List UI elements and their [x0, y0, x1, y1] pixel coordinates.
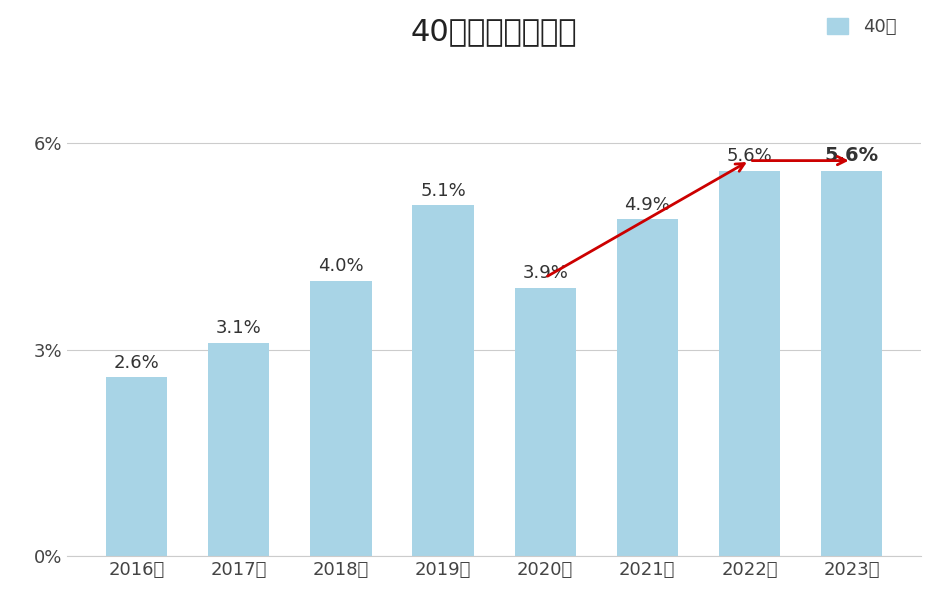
- Text: 5.6%: 5.6%: [726, 147, 772, 165]
- Bar: [617, 219, 678, 556]
- Text: 3.9%: 3.9%: [522, 264, 568, 282]
- Bar: [821, 171, 883, 556]
- Bar: [208, 343, 270, 556]
- Text: 4.9%: 4.9%: [624, 195, 670, 214]
- Text: 3.1%: 3.1%: [216, 320, 262, 337]
- Text: 4.0%: 4.0%: [318, 257, 364, 276]
- Bar: [413, 206, 474, 556]
- Bar: [310, 281, 372, 556]
- Title: 40代の転職率推移: 40代の転職率推移: [411, 17, 578, 46]
- Text: 2.6%: 2.6%: [114, 354, 159, 372]
- Legend: 40代: 40代: [819, 11, 903, 43]
- Bar: [719, 171, 780, 556]
- Text: 5.1%: 5.1%: [420, 182, 466, 200]
- Bar: [515, 288, 576, 556]
- Bar: [106, 377, 168, 556]
- Text: 5.6%: 5.6%: [825, 146, 879, 165]
